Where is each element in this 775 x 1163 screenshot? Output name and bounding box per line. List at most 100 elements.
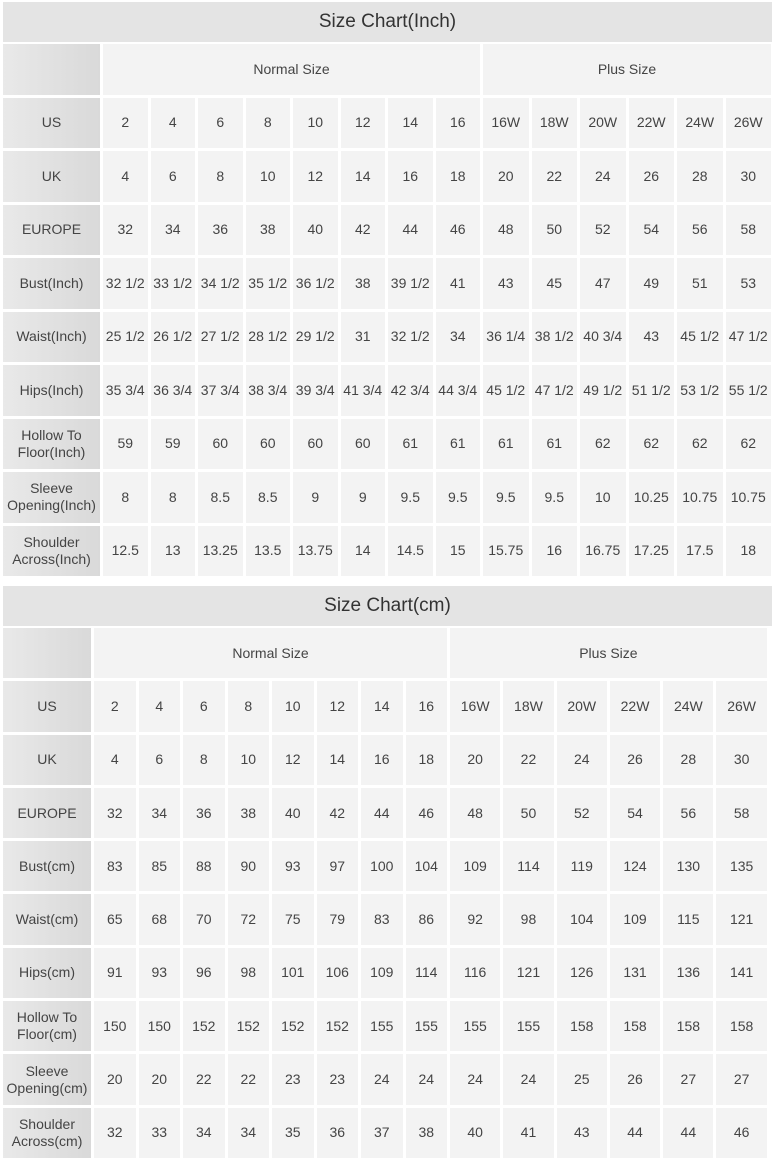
table-cell: 47 1/2 xyxy=(531,365,577,416)
table-cell: 101 xyxy=(272,947,314,999)
table-cell: 44 xyxy=(663,1107,714,1158)
table-cell: 42 xyxy=(340,204,385,255)
table-cell: 98 xyxy=(227,947,269,999)
row-label: US xyxy=(3,681,91,732)
table-cell: 18 xyxy=(725,525,771,576)
table-cell: 9 xyxy=(293,472,338,523)
table-cell: 79 xyxy=(316,894,358,945)
table-cell: 40 xyxy=(293,204,338,255)
table-cell: 14 xyxy=(316,734,358,785)
table-cell: 38 xyxy=(227,787,269,839)
row-label: EUROPE xyxy=(3,204,100,255)
table-cell: 49 xyxy=(628,258,674,309)
table-cell: 14 xyxy=(340,525,385,576)
table-cell: 26 xyxy=(609,734,661,785)
table-cell: 152 xyxy=(272,1001,314,1052)
table-cell: 131 xyxy=(609,947,661,999)
table-cell: 10 xyxy=(227,734,269,785)
table-cell: 46 xyxy=(716,1107,767,1158)
table-cell: 24 xyxy=(361,1054,403,1105)
row-label: Waist(cm) xyxy=(3,894,91,945)
table-cell: 152 xyxy=(316,1001,358,1052)
table-cell: 44 xyxy=(361,787,403,839)
table-cell: 85 xyxy=(138,841,180,892)
row-label: US xyxy=(3,97,100,148)
table-cell: 109 xyxy=(609,894,661,945)
table-cell: 34 1/2 xyxy=(198,258,243,309)
table-cell: 14.5 xyxy=(388,525,433,576)
table-cell: 10.75 xyxy=(677,472,723,523)
table-cell: 28 1/2 xyxy=(245,311,290,362)
table-cell: 16W xyxy=(483,97,529,148)
table-cell: 51 xyxy=(677,258,723,309)
size-table: Normal Size Plus Size US 2 4 6 8 10 12 14 16 16W 18W… xyxy=(3,628,772,1158)
table-cell: 13 xyxy=(150,525,195,576)
table-cell: 53 1/2 xyxy=(677,365,723,416)
table-cell: 8 xyxy=(245,97,290,148)
table-cell: 26W xyxy=(725,97,771,148)
table-cell: 104 xyxy=(556,894,607,945)
normal-size-header: Normal Size xyxy=(103,44,480,95)
table-cell: 4 xyxy=(150,97,195,148)
table-cell: 83 xyxy=(361,894,403,945)
table-cell: 12.5 xyxy=(103,525,148,576)
table-cell: 33 xyxy=(138,1107,180,1158)
table-cell: 23 xyxy=(272,1054,314,1105)
table-cell: 115 xyxy=(663,894,714,945)
table-cell: 41 3/4 xyxy=(340,365,385,416)
row-label: UK xyxy=(3,151,100,202)
table-cell: 25 xyxy=(556,1054,607,1105)
table-cell: 29 1/2 xyxy=(293,311,338,362)
table-cell: 34 xyxy=(227,1107,269,1158)
table-cell: 37 3/4 xyxy=(198,365,243,416)
table-cell: 40 3/4 xyxy=(580,311,626,362)
table-cell: 72 xyxy=(227,894,269,945)
row-label: Waist(Inch) xyxy=(3,311,100,362)
table-cell: 62 xyxy=(580,418,626,469)
table-cell: 92 xyxy=(450,894,501,945)
table-cell: 61 xyxy=(435,418,480,469)
table-cell: 136 xyxy=(663,947,714,999)
table-cell: 18 xyxy=(405,734,447,785)
table-cell: 58 xyxy=(716,787,767,839)
table-cell: 61 xyxy=(388,418,433,469)
table-cell: 30 xyxy=(725,151,771,202)
table-cell: 22 xyxy=(503,734,554,785)
table-cell: 16 xyxy=(531,525,577,576)
table-cell: 16 xyxy=(361,734,403,785)
table-cell: 18 xyxy=(435,151,480,202)
table-cell: 6 xyxy=(150,151,195,202)
table-cell: 114 xyxy=(503,841,554,892)
table-cell: 59 xyxy=(103,418,148,469)
table-cell: 15.75 xyxy=(483,525,529,576)
table-cell: 52 xyxy=(556,787,607,839)
table-cell: 35 xyxy=(272,1107,314,1158)
table-cell: 10 xyxy=(293,97,338,148)
table-cell: 24W xyxy=(677,97,723,148)
table-cell: 152 xyxy=(183,1001,225,1052)
table-cell: 106 xyxy=(316,947,358,999)
table-cell: 60 xyxy=(293,418,338,469)
size-chart-cm: Size Chart(cm) Normal Size Plus Size US 2 4 6… xyxy=(0,584,775,1158)
table-cell: 22 xyxy=(227,1054,269,1105)
table-cell: 34 xyxy=(138,787,180,839)
chart-title: Size Chart(cm) xyxy=(3,586,772,626)
table-cell: 6 xyxy=(138,734,180,785)
table-cell: 9.5 xyxy=(483,472,529,523)
table-cell: 44 xyxy=(388,204,433,255)
table-cell: 97 xyxy=(316,841,358,892)
table-cell: 54 xyxy=(628,204,674,255)
row-label: Hips(Inch) xyxy=(3,365,100,416)
table-cell: 36 xyxy=(198,204,243,255)
table-cell: 22W xyxy=(609,681,661,732)
table-cell: 10.75 xyxy=(725,472,771,523)
table-cell: 16W xyxy=(450,681,501,732)
table-cell: 158 xyxy=(716,1001,767,1052)
normal-size-header: Normal Size xyxy=(94,628,447,679)
table-cell: 27 1/2 xyxy=(198,311,243,362)
table-cell: 6 xyxy=(198,97,243,148)
table-cell: 40 xyxy=(272,787,314,839)
corner-cell xyxy=(3,628,91,679)
table-cell: 6 xyxy=(183,681,225,732)
table-cell: 62 xyxy=(677,418,723,469)
